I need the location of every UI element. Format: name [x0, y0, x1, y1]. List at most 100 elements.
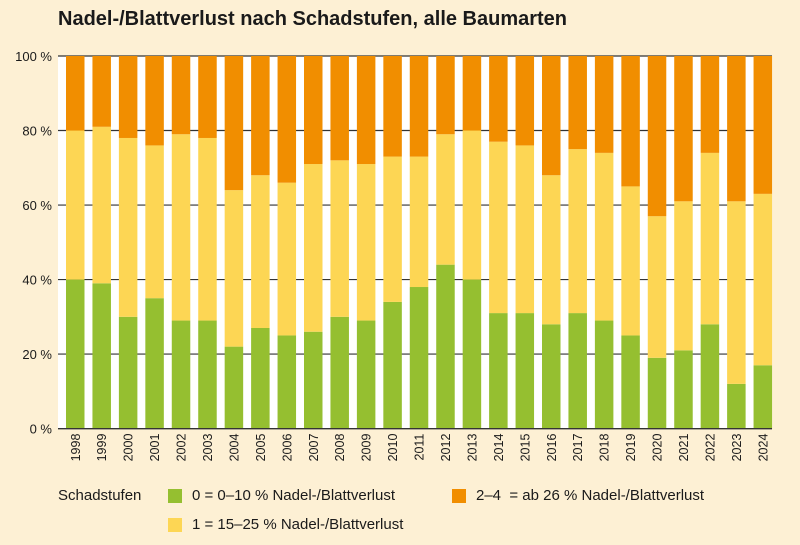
- x-tick-label: 2015: [518, 434, 532, 462]
- x-tick-label: 2023: [730, 434, 744, 462]
- x-tick-label: 2019: [624, 434, 638, 462]
- bar-segment-2003-2: [198, 56, 217, 138]
- bar-segment-2011-2: [409, 56, 429, 157]
- x-tick-label: 2013: [465, 434, 479, 462]
- bar-segment-2001-2: [145, 56, 164, 146]
- x-tick-label: 2011: [413, 434, 427, 461]
- x-tick-label: 2007: [307, 434, 321, 462]
- bar-segment-2012-0: [436, 264, 455, 429]
- bar-segment-2008-0: [330, 316, 349, 429]
- y-tick-label: 20 %: [22, 347, 52, 362]
- legend-item-2: 2–4 = ab 26 % Nadel-/Blattverlust: [452, 487, 704, 504]
- bar-segment-2020-1: [647, 216, 667, 358]
- bar-segment-2022-1: [700, 152, 720, 325]
- x-tick-label: 2022: [703, 434, 717, 462]
- bar-segment-1998-0: [66, 279, 85, 429]
- bar-segment-2014-0: [489, 313, 508, 429]
- legend-swatch-green: [168, 488, 182, 503]
- bar-segment-2019-0: [621, 335, 640, 429]
- legend-title: Schadstufen: [58, 487, 141, 504]
- legend-swatch-yellow: [168, 517, 182, 532]
- legend-swatch-orange: [452, 488, 466, 503]
- bar-segment-2024-1: [753, 193, 773, 366]
- bar-segment-2005-0: [251, 327, 270, 429]
- bar-segment-2016-1: [542, 175, 561, 325]
- bar-segment-2021-0: [674, 350, 693, 429]
- bar-segment-2003-0: [198, 320, 217, 429]
- y-tick-label: 0 %: [30, 422, 53, 437]
- bar-segment-2023-1: [727, 201, 746, 384]
- bar-segment-2023-0: [727, 383, 746, 429]
- bar-segment-2016-2: [542, 56, 561, 176]
- bar-segment-2014-2: [489, 56, 508, 142]
- bar-segment-2013-1: [462, 130, 482, 280]
- x-tick-label: 1998: [69, 434, 83, 462]
- x-tick-label: 2008: [333, 434, 347, 462]
- legend-title-text: Schadstufen: [58, 487, 142, 504]
- x-tick-label: 2004: [227, 434, 241, 462]
- bar-segment-2019-2: [621, 56, 640, 187]
- bar-segment-2009-1: [356, 164, 376, 321]
- bar-segment-2013-2: [462, 56, 482, 131]
- bar-segment-2007-2: [304, 56, 323, 165]
- x-tick-label: 2000: [122, 434, 136, 462]
- bar-segment-2006-2: [277, 56, 297, 183]
- bar-segment-2017-2: [568, 56, 587, 150]
- bar-segment-2010-0: [383, 301, 402, 429]
- bar-segment-2018-0: [594, 320, 614, 429]
- x-tick-label: 2021: [677, 434, 691, 462]
- bar-segment-2000-0: [118, 316, 138, 429]
- x-tick-label: 2012: [439, 434, 453, 462]
- legend-label: 1 = 15–25 % Nadel-/Blattverlust: [192, 516, 404, 533]
- bar-segment-2015-1: [515, 145, 535, 314]
- y-tick-label: 60 %: [22, 198, 52, 213]
- bar-segment-1998-1: [66, 130, 85, 280]
- bar-segment-2020-2: [647, 56, 667, 217]
- x-tick-label: 2024: [756, 434, 770, 462]
- bar-segment-2011-1: [409, 156, 429, 288]
- x-tick-label: 2001: [148, 434, 162, 462]
- x-tick-label: 2018: [598, 434, 612, 462]
- bar-segment-2018-1: [594, 152, 614, 321]
- bar-segment-2002-0: [171, 320, 191, 429]
- bar-segment-2024-0: [753, 365, 773, 429]
- bar-segment-1999-1: [92, 126, 111, 284]
- legend-label: 0 = 0–10 % Nadel-/Blattverlust: [192, 487, 396, 504]
- bar-segment-2020-0: [647, 357, 667, 429]
- y-tick-label: 80 %: [22, 124, 52, 139]
- bar-segment-2015-2: [515, 56, 535, 146]
- bar-segment-2015-0: [515, 313, 535, 429]
- x-tick-label: 2016: [545, 434, 559, 462]
- x-tick-label: 2017: [571, 434, 585, 462]
- x-tick-label: 2020: [651, 434, 665, 462]
- bar-segment-2013-0: [462, 279, 482, 429]
- bar-segment-2010-2: [383, 56, 402, 157]
- y-tick-label: 40 %: [22, 273, 52, 288]
- x-tick-label: 2005: [254, 434, 268, 462]
- bar-segment-2017-1: [568, 149, 587, 314]
- bar-segment-2014-1: [489, 141, 508, 314]
- bar-segment-2006-1: [277, 182, 297, 336]
- bar-segment-2012-2: [436, 56, 455, 135]
- legend-item-1: 1 = 15–25 % Nadel-/Blattverlust: [168, 516, 403, 533]
- legend-label: 2–4 = ab 26 % Nadel-/Blattverlust: [476, 487, 705, 504]
- bar-segment-2024-2: [753, 56, 773, 194]
- bar-segment-2001-1: [145, 145, 164, 299]
- bar-segment-2023-2: [727, 56, 746, 202]
- y-tick-label: 100 %: [15, 49, 52, 64]
- bar-segment-2000-1: [118, 137, 138, 317]
- bar-segment-2011-0: [409, 287, 429, 429]
- bar-segment-2010-1: [383, 156, 402, 302]
- legend-item-0: 0 = 0–10 % Nadel-/Blattverlust: [168, 487, 395, 504]
- x-tick-label: 2010: [386, 434, 400, 462]
- bar-segment-2005-1: [251, 175, 270, 328]
- x-tick-label: 2006: [280, 434, 294, 462]
- bar-segment-2009-2: [356, 56, 376, 165]
- bar-segment-2016-0: [542, 324, 561, 429]
- x-tick-label: 1999: [95, 434, 109, 462]
- x-tick-label: 2002: [175, 434, 189, 462]
- bar-segment-2002-2: [171, 56, 191, 135]
- bar-segment-2019-1: [621, 186, 640, 336]
- bar-segment-2021-1: [674, 201, 693, 351]
